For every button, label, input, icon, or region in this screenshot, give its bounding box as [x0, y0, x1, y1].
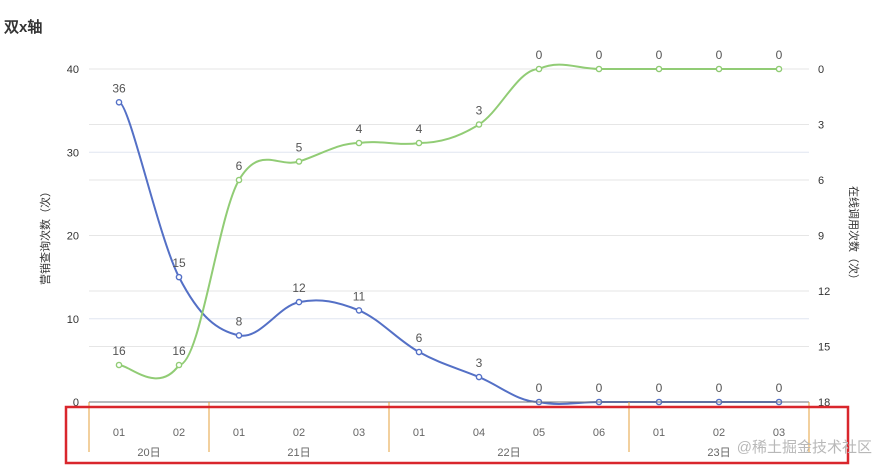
y-left-axis-title: 营销查询次数（次）	[38, 186, 52, 285]
series-right-point[interactable]	[115, 361, 123, 369]
x-axis: 01 02 01 02 03 01 04 05 06 01 02 03 20日 21日 22日 23日	[64, 401, 850, 465]
series-right-point[interactable]	[415, 139, 423, 147]
x-group-label: 23日	[707, 447, 730, 459]
x-category-label: 01	[233, 427, 245, 439]
x-group-label: 22日	[497, 447, 520, 459]
series-left-point[interactable]	[475, 373, 483, 381]
y-right-tick-label: 9	[818, 231, 824, 243]
grid-lines	[89, 68, 809, 403]
data-labels: 36 15 8 12 11 6 3 0 0 0 0 0 16 16 6 5 4 4 3 0 0 0 0 0	[112, 48, 782, 395]
series-left-point[interactable]	[355, 307, 363, 314]
data-label-left: 0	[776, 381, 783, 395]
series-left-point[interactable]	[415, 348, 423, 356]
y-left-tick-label: 30	[67, 147, 79, 159]
data-label-left: 12	[292, 281, 306, 295]
x-category-label: 05	[533, 427, 545, 439]
x-category-label: 01	[653, 427, 665, 439]
data-label-right: 16	[112, 344, 126, 358]
data-label-right: 4	[356, 122, 363, 136]
series-right-point[interactable]	[295, 158, 303, 165]
x-group-label: 20日	[137, 447, 160, 459]
y-right-tick-label: 3	[818, 120, 824, 132]
series-right-point[interactable]	[775, 65, 783, 73]
x-axis-highlight-box	[64, 405, 850, 465]
data-label-right: 0	[536, 48, 543, 62]
series-right-point[interactable]	[475, 121, 483, 128]
y-left-tick-label: 20	[67, 231, 79, 243]
series-right-point[interactable]	[655, 65, 663, 73]
data-label-left: 3	[476, 356, 483, 370]
series-right-point[interactable]	[175, 361, 183, 369]
series-right-point[interactable]	[355, 139, 363, 147]
data-label-left: 15	[172, 256, 186, 270]
data-label-right: 0	[716, 48, 723, 62]
data-label-right: 3	[476, 104, 483, 118]
data-label-left: 0	[536, 381, 543, 395]
series-right-point[interactable]	[715, 65, 723, 73]
y-left-tick-label: 0	[73, 397, 79, 409]
y-left-tick-label: 10	[67, 314, 79, 326]
series-left-point[interactable]	[295, 298, 303, 306]
series-left-point[interactable]	[175, 273, 183, 281]
x-category-label: 01	[413, 427, 425, 439]
y-right-tick-label: 15	[818, 342, 830, 354]
data-label-left: 36	[112, 81, 126, 95]
data-label-right: 5	[296, 141, 303, 155]
series-right-point[interactable]	[535, 65, 543, 73]
data-label-right: 0	[776, 48, 783, 62]
series-line-left	[118, 101, 779, 405]
data-label-left: 8	[236, 314, 243, 328]
series-lines	[115, 63, 783, 406]
data-label-left: 0	[656, 381, 663, 395]
chart-title: 双x轴	[4, 19, 43, 36]
series-right-point[interactable]	[595, 65, 603, 73]
series-right-point[interactable]	[235, 176, 243, 184]
y-right-tick-label: 0	[818, 64, 824, 76]
data-label-left: 11	[353, 289, 366, 303]
y-left-tick-label: 40	[67, 64, 79, 76]
series-left-point[interactable]	[235, 332, 243, 339]
data-label-right: 0	[656, 48, 663, 62]
y-right-tick-label: 12	[818, 286, 830, 298]
x-category-label: 01	[113, 427, 125, 439]
data-label-right: 6	[236, 159, 243, 173]
data-label-left: 6	[416, 331, 423, 345]
series-left-point[interactable]	[115, 99, 123, 106]
watermark: @稀土掘金技术社区	[736, 439, 872, 456]
x-category-label: 03	[353, 427, 365, 439]
x-category-label: 02	[713, 427, 725, 439]
y-right-axis-title: 在线调用次数（次）	[847, 186, 861, 285]
x-category-label: 02	[293, 427, 305, 439]
data-label-right: 4	[416, 122, 423, 136]
data-label-right: 0	[596, 48, 603, 62]
series-line-right	[118, 63, 779, 380]
data-label-left: 0	[596, 381, 603, 395]
y-right-tick-label: 6	[818, 175, 824, 187]
data-label-right: 16	[172, 344, 186, 358]
x-category-label: 04	[473, 427, 485, 439]
x-category-label: 06	[593, 427, 605, 439]
x-group-label: 21日	[287, 447, 310, 459]
x-category-label: 03	[773, 427, 785, 439]
data-label-left: 0	[716, 381, 723, 395]
x-category-label: 02	[173, 427, 185, 439]
